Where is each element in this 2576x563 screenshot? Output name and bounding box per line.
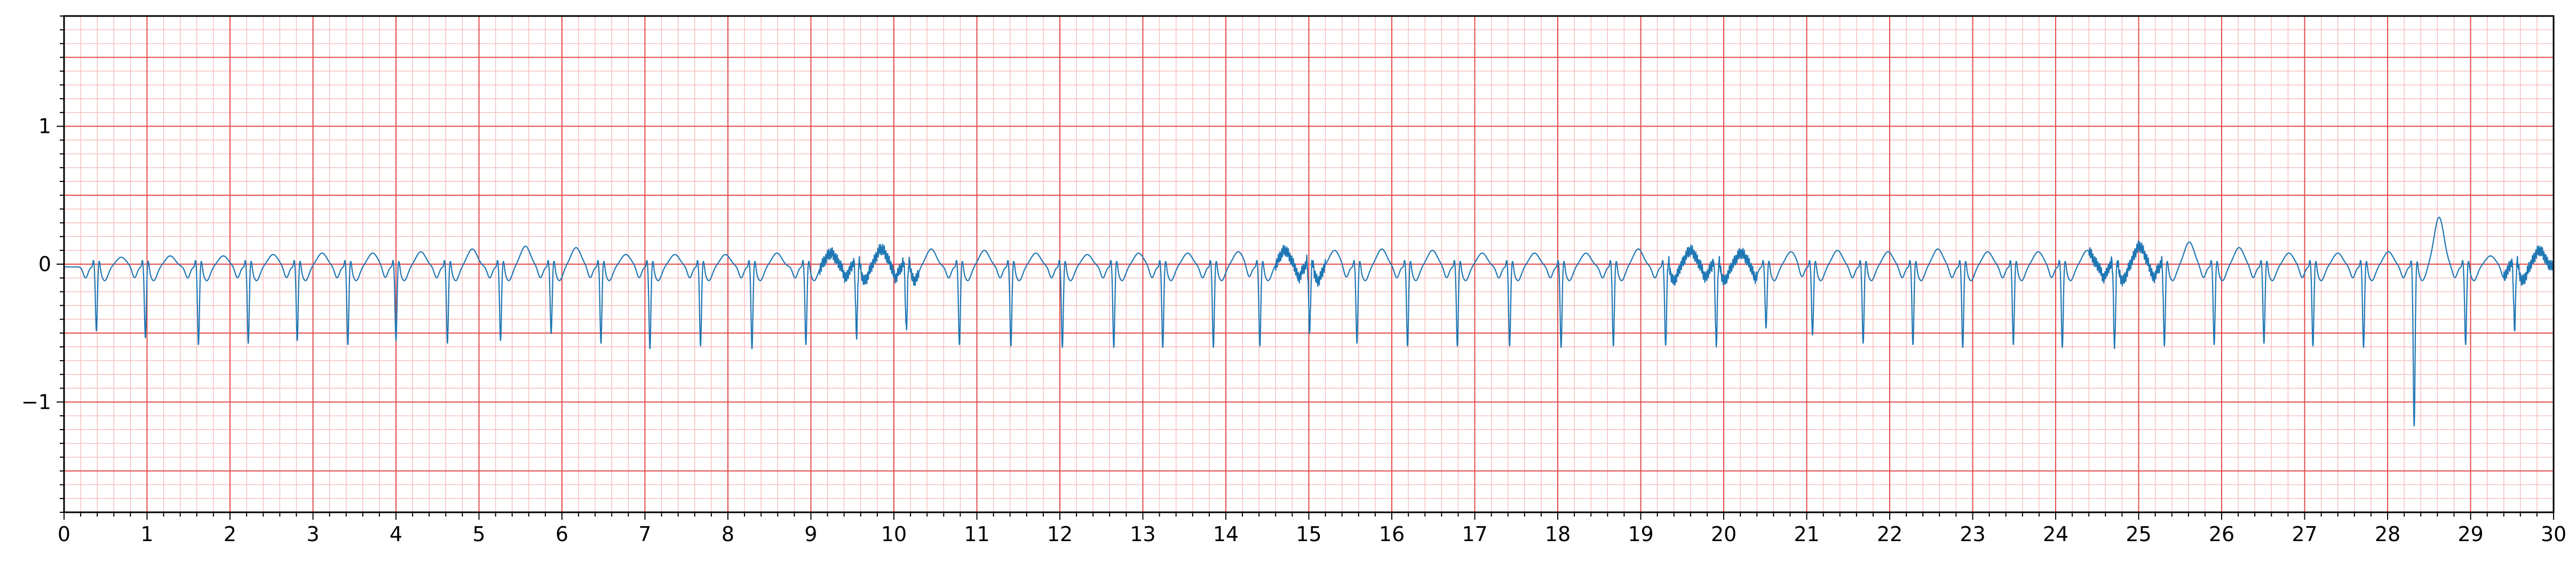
x-tick-label: 10 — [881, 522, 907, 546]
x-tick-label: 1 — [140, 522, 153, 546]
x-tick-label: 24 — [2043, 522, 2068, 546]
x-tick-label: 6 — [556, 522, 568, 546]
x-tick-label: 30 — [2541, 522, 2566, 546]
x-tick-label: 12 — [1047, 522, 1073, 546]
x-tick-label: 5 — [472, 522, 485, 546]
x-tick-label: 13 — [1130, 522, 1155, 546]
x-tick-label: 11 — [964, 522, 989, 546]
y-tick-label: 0 — [38, 252, 51, 276]
x-tick-label: 0 — [58, 522, 70, 546]
x-tick-label: 8 — [722, 522, 734, 546]
x-tick-label: 23 — [1960, 522, 1985, 546]
x-tick-label: 2 — [224, 522, 236, 546]
x-tick-label: 7 — [638, 522, 651, 546]
x-axis: 0 1 2 3 4 5 6 7 8 9 10 11 12 13 14 15 16 17 18 19 20 21 22 23 24… — [58, 512, 2566, 546]
x-tick-label: 20 — [1711, 522, 1737, 546]
y-tick-label: 1 — [38, 115, 51, 138]
x-tick-label: 26 — [2209, 522, 2234, 546]
ecg-signal-line — [64, 217, 2555, 427]
x-tick-label: 21 — [1794, 522, 1819, 546]
x-tick-label: 15 — [1296, 522, 1321, 546]
y-axis: −1 0 1 — [21, 15, 64, 513]
x-tick-label: 16 — [1379, 522, 1405, 546]
x-tick-label: 18 — [1545, 522, 1571, 546]
x-tick-label: 22 — [1877, 522, 1903, 546]
x-tick-label: 29 — [2458, 522, 2483, 546]
x-tick-label: 14 — [1213, 522, 1239, 546]
x-tick-label: 17 — [1462, 522, 1487, 546]
x-tick-label: 4 — [390, 522, 402, 546]
x-tick-label: 9 — [804, 522, 817, 546]
major-grid — [64, 16, 2554, 512]
x-tick-label: 28 — [2375, 522, 2400, 546]
x-tick-label: 25 — [2126, 522, 2151, 546]
x-tick-label: 3 — [306, 522, 319, 546]
x-tick-label: 27 — [2292, 522, 2317, 546]
x-tick-label: 19 — [1628, 522, 1653, 546]
y-tick-label: −1 — [21, 390, 51, 414]
